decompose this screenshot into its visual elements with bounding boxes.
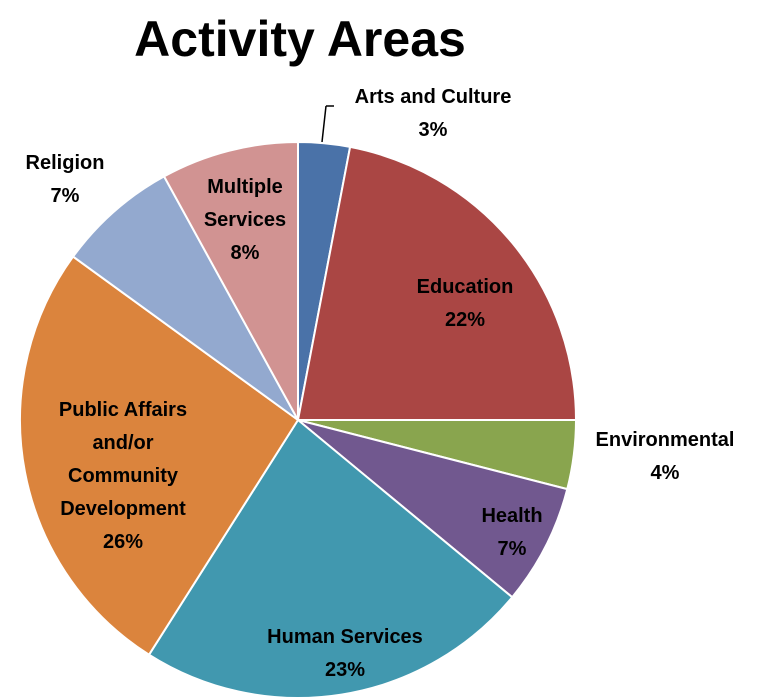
slice-name: Religion: [25, 152, 105, 174]
slice-name: Multiple Services: [203, 176, 287, 231]
pie-slice: [162, 140, 299, 421]
pie-slice: [297, 419, 569, 599]
chart-title: Activity Areas: [134, 11, 466, 67]
slice-value: 7%: [497, 538, 527, 560]
leader-line: [321, 105, 327, 143]
slice-value: 3%: [418, 119, 448, 141]
slice-value: 23%: [324, 659, 366, 681]
slice-label: Multiple Services 8%: [185, 171, 305, 270]
slice-name: Environmental: [595, 429, 735, 451]
slice-value: 8%: [230, 242, 260, 264]
slice-label: Education 22%: [365, 271, 565, 337]
slice-name: Public Affairs and/or Community Developm…: [58, 399, 188, 520]
pie-slice: [19, 255, 300, 657]
pie-slice: [296, 145, 578, 421]
slice-name: Arts and Culture: [354, 86, 512, 108]
slice-value: 7%: [50, 185, 80, 207]
slice-label: Health 7%: [452, 500, 572, 566]
slice-value: 26%: [102, 531, 144, 553]
slice-label: Public Affairs and/or Community Developm…: [41, 394, 206, 559]
slice-label: Religion 7%: [10, 147, 120, 213]
slice-label: Environmental 4%: [575, 424, 755, 490]
slice-value: 22%: [444, 309, 486, 331]
slice-name: Education: [416, 276, 514, 298]
pie-slice: [147, 418, 514, 698]
slice-name: Health: [481, 505, 543, 527]
pie-slice: [71, 175, 299, 421]
slice-label: Human Services 23%: [225, 621, 465, 687]
slice-label: Arts and Culture 3%: [318, 81, 548, 147]
slice-name: Human Services: [267, 626, 423, 648]
slice-value: 4%: [650, 462, 680, 484]
